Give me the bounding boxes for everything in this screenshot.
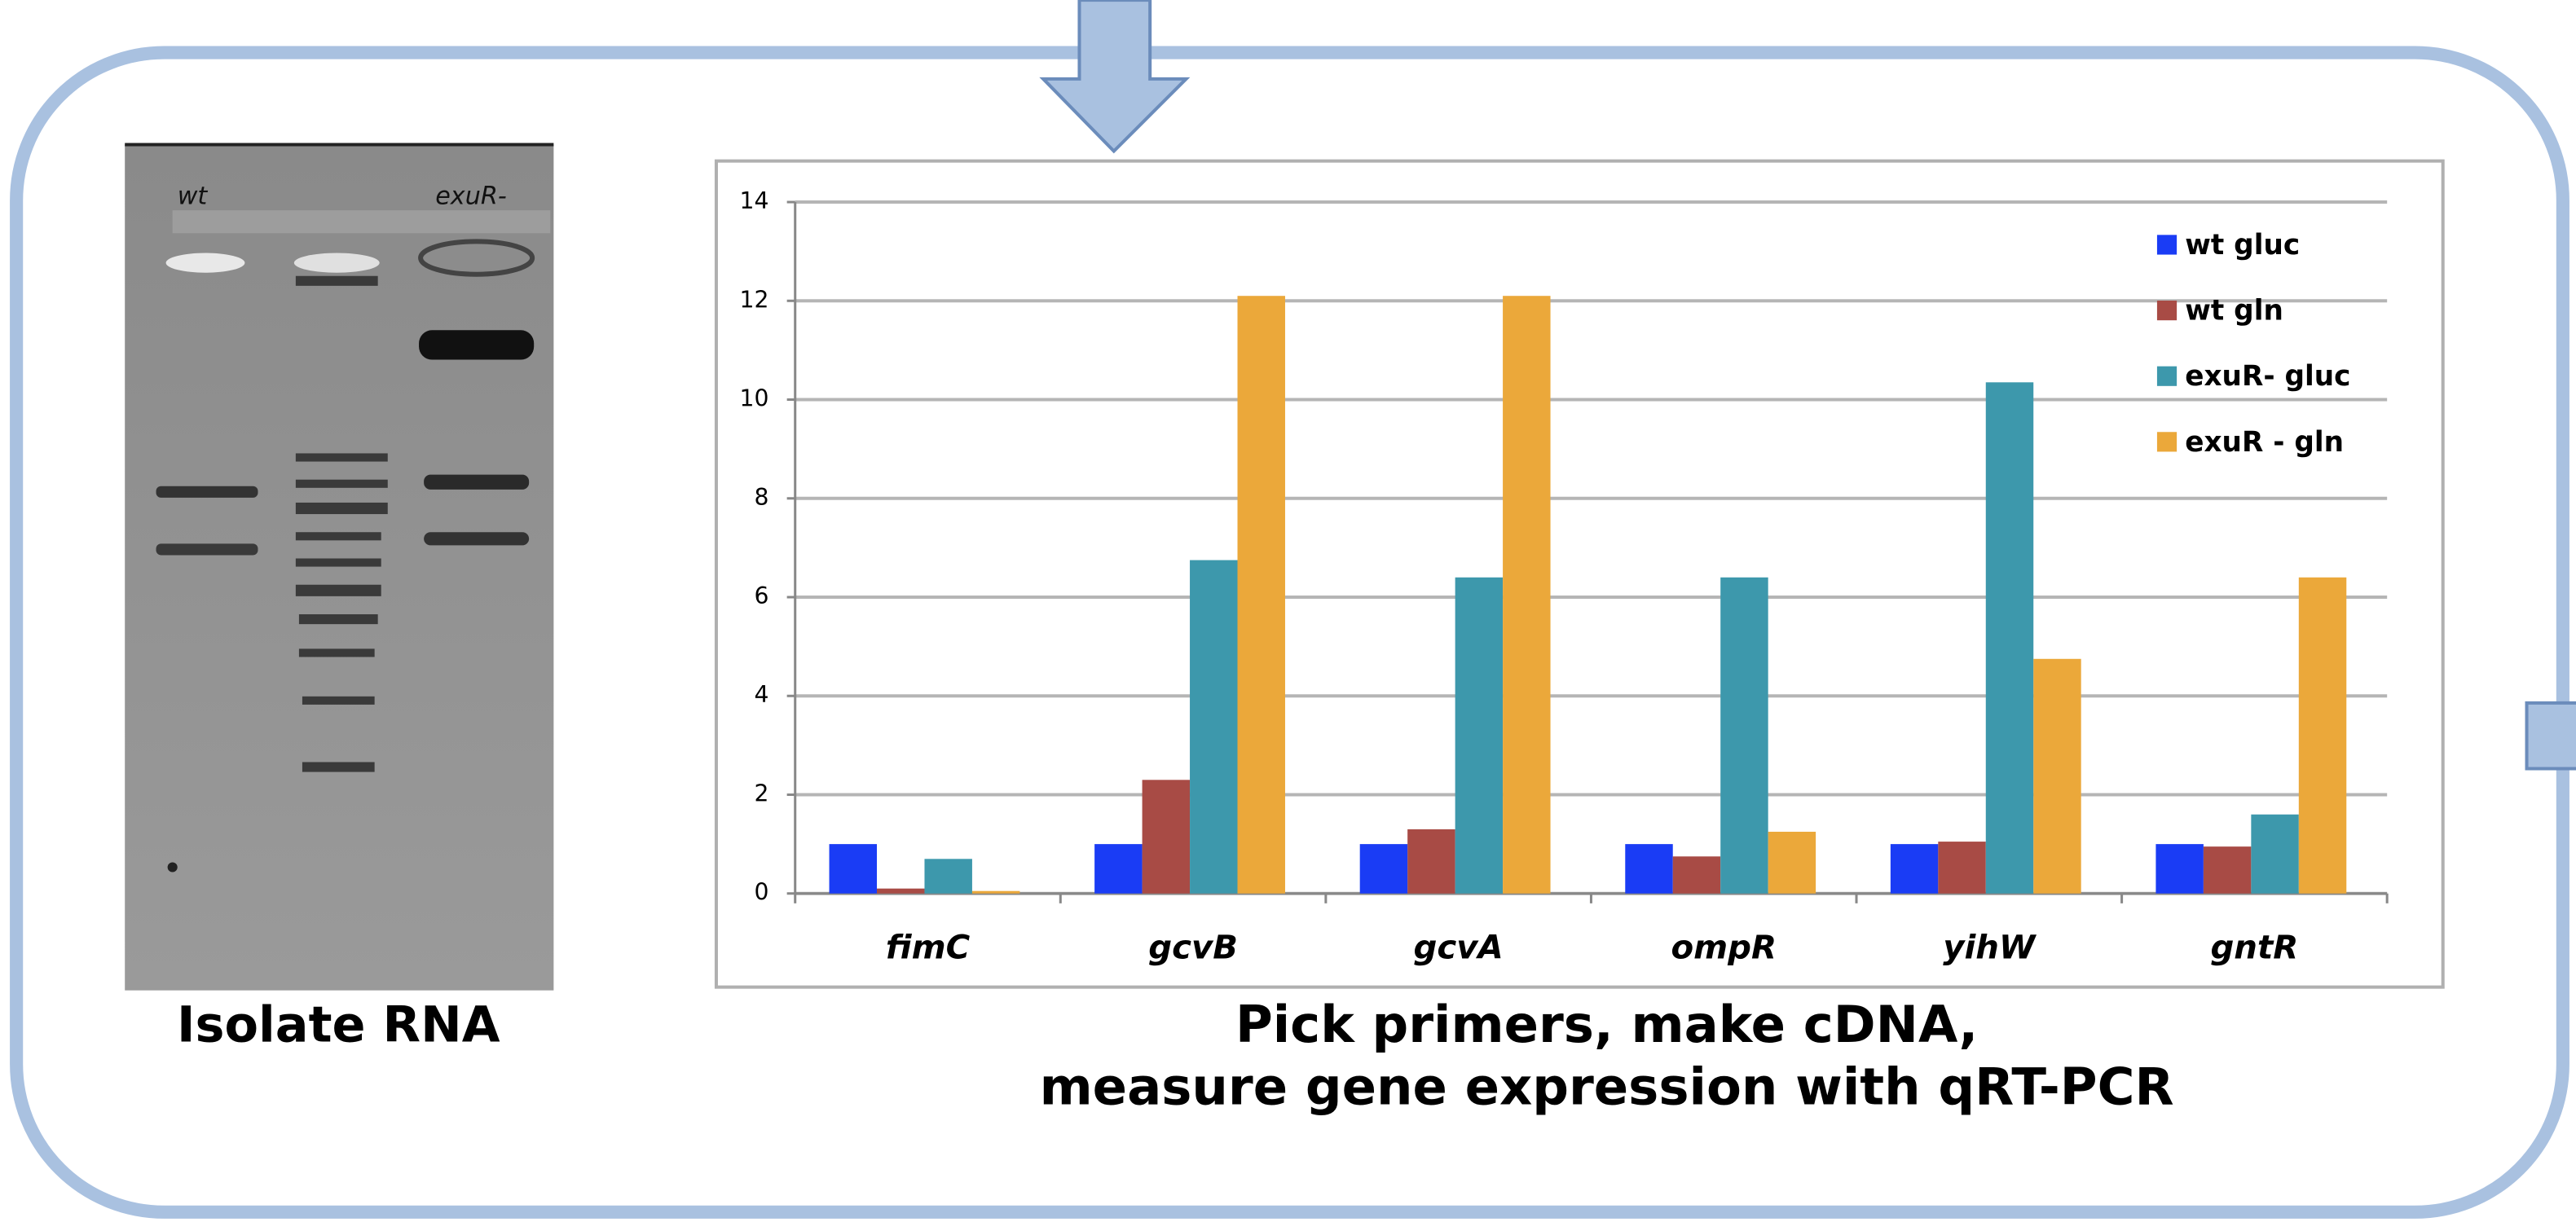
bar [2033,659,2081,894]
y-tick-label: 2 [754,780,768,807]
y-tick-label: 10 [740,385,769,412]
y-tick-label: 4 [754,681,768,708]
legend-label: wt gln [2185,295,2283,327]
bar [1190,560,1237,894]
gel-caption: Isolate RNA [177,997,500,1054]
y-tick-label: 14 [740,187,769,214]
legend-swatch [2157,235,2177,254]
legend-swatch [2157,432,2177,451]
bar [1673,856,1720,893]
bar [1503,296,1550,894]
bar [2155,844,2203,894]
bar [924,859,971,893]
down-arrow [1043,0,1186,151]
bar [2299,578,2346,894]
bar [1986,382,2033,893]
bar [877,889,924,894]
legend-swatch [2157,367,2177,386]
x-tick-label: yihW [1943,928,2037,966]
bar [1768,832,1816,894]
y-tick-label: 12 [740,286,769,313]
lane-label: wt [178,182,209,210]
caption-line: measure gene expression with qRT-PCR [1040,1057,2174,1117]
x-tick-label: ompR [1671,928,1777,966]
y-tick-label: 6 [754,582,768,609]
bar [1625,844,1672,894]
bar [830,844,877,894]
caption-line: Pick primers, make cDNA, [1235,995,1978,1054]
y-tick-label: 0 [754,879,768,906]
gel-image [125,144,553,990]
y-tick-label: 8 [754,484,768,511]
bar [1455,578,1503,894]
legend-label: exuR- gluc [2185,360,2350,393]
bar [1143,780,1190,893]
lane-label: exuR- [435,182,507,210]
bar [1407,829,1455,894]
bar [2251,815,2298,894]
legend-swatch [2157,301,2177,320]
bar [1891,844,1938,894]
bar [1938,842,1985,894]
bar [972,891,1019,894]
bar [1094,844,1142,894]
right-arrow [2527,703,2576,769]
x-tick-label: gntR [2210,928,2298,966]
page: wt exuR- Isolate RNA 0 2 4 6 8 10 12 14 fimC gcvB… [0,0,2576,1222]
x-tick-label: fimC [886,928,971,966]
legend-label: exuR - gln [2185,426,2344,459]
x-tick-label: gcvB [1148,928,1238,966]
bar [1360,844,1407,894]
bar [1720,578,1768,894]
legend-label: wt gluc [2185,229,2300,262]
x-tick-label: gcvA [1414,928,1504,966]
bar [1238,296,1285,894]
bar [2204,846,2251,894]
